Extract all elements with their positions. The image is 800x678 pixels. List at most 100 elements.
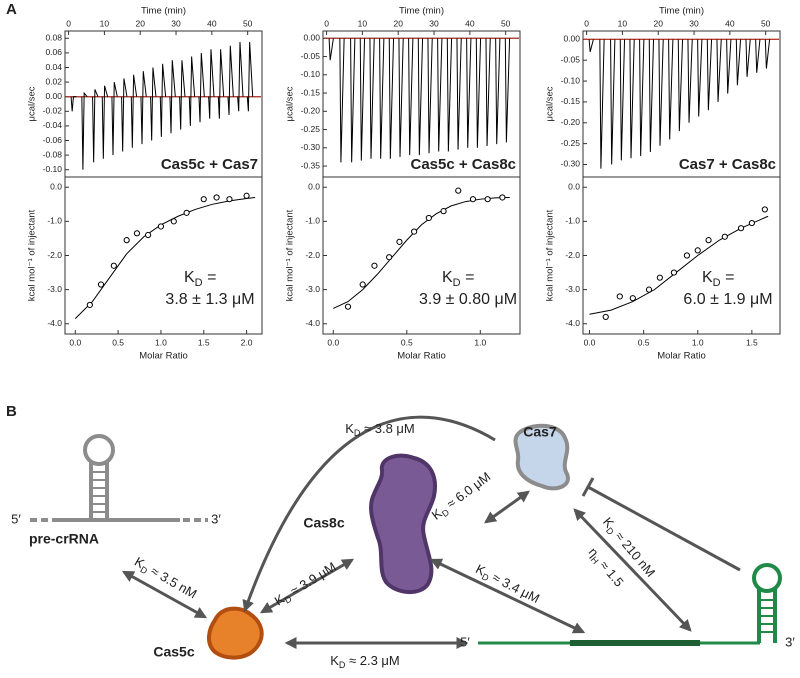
y-tick-label: -3.0	[565, 284, 580, 294]
y-tick-label: -0.05	[561, 54, 581, 64]
y-tick-label: -0.05	[301, 51, 321, 61]
injection-peak	[198, 52, 205, 123]
affinity-label: KD ≈ 2.3 μM	[330, 653, 400, 670]
y-tick-label: -0.15	[561, 96, 581, 106]
data-point	[133, 230, 141, 237]
y-tick-label: -0.15	[301, 87, 321, 97]
x-tick-label: 10	[100, 18, 110, 28]
data-point	[86, 301, 93, 309]
data-point	[144, 231, 152, 239]
data-point	[670, 269, 678, 276]
injection-peak	[697, 39, 703, 117]
x-axis-label: Molar Ratio	[139, 351, 188, 362]
affinity-symbol: K	[330, 653, 339, 668]
injection-peak	[726, 39, 732, 94]
y-tick-label: -0.20	[561, 117, 581, 127]
injection-peak	[629, 39, 635, 159]
data-point	[344, 303, 352, 310]
injection-peak	[379, 38, 385, 159]
injection-peak	[745, 39, 751, 77]
data-point	[411, 228, 418, 235]
panel-label: B	[6, 403, 17, 420]
x-tick-label: 0.0	[584, 337, 596, 347]
y-tick-label: -2.0	[305, 250, 320, 260]
y-tick-label: -2.0	[47, 250, 62, 260]
y-tick-label: -0.35	[301, 160, 321, 170]
kd-symbol: K	[442, 269, 453, 286]
pre-crrna-shape	[30, 434, 208, 522]
affinity-subscript: D	[283, 594, 294, 606]
data-point	[157, 223, 165, 230]
injection-peak	[648, 39, 655, 152]
injection-peak	[150, 67, 157, 141]
x-tick-label: 0.5	[112, 337, 124, 347]
injection-peak	[475, 38, 482, 148]
plot-frame	[322, 176, 521, 335]
y-tick-label: -0.06	[43, 135, 63, 145]
y-tick-label: -0.04	[43, 120, 63, 130]
injection-peak	[466, 38, 472, 148]
affinity-subscript: D	[604, 526, 616, 538]
x-tick-label: 50	[243, 18, 253, 28]
injection-peak	[764, 39, 771, 69]
injection-peak	[735, 39, 742, 86]
x-axis-label: Molar Ratio	[397, 351, 446, 362]
y-tick-label: 0.08	[45, 33, 62, 43]
x-tick-label: 20	[135, 18, 145, 28]
rna-end-label: 3′	[211, 511, 221, 526]
y-tick-label: -1.0	[305, 216, 320, 226]
x-tick-label: 40	[725, 18, 735, 28]
injection-peak	[417, 38, 424, 156]
injection-peak	[398, 38, 404, 157]
injection-peak	[92, 89, 99, 163]
y-tick-label: 0.00	[45, 91, 62, 101]
x-tick-label: 0.5	[401, 337, 413, 347]
y-axis-label: kcal mol⁻¹ of injectant	[545, 209, 556, 301]
injection-peak	[599, 39, 605, 169]
kd-annotation: KD =	[442, 269, 474, 289]
injection-peak	[755, 39, 761, 73]
affinity-value: ≈ 2.3 μM	[345, 653, 399, 668]
y-tick-label: -0.10	[301, 69, 321, 79]
data-point	[97, 281, 105, 288]
y-axis-label: μcal/sec	[545, 86, 556, 121]
x-tick-label: 0	[66, 18, 71, 28]
y-tick-label: -0.10	[561, 75, 581, 85]
y-tick-label: -1.0	[565, 216, 580, 226]
y-tick-label: -3.0	[305, 284, 320, 294]
y-tick-label: -0.25	[561, 138, 581, 148]
protein-label: Cas5c	[153, 644, 194, 660]
data-point	[469, 196, 477, 203]
y-axis-label: μcal/sec	[285, 86, 296, 121]
data-point	[616, 293, 623, 300]
affinity-value: ≈ 6.0 μM	[441, 469, 493, 514]
injection-peak	[81, 91, 88, 170]
x-axis-label: Molar Ratio	[657, 351, 706, 362]
injection-peak	[495, 38, 501, 145]
cas8c-shape	[369, 453, 437, 594]
affinity-subscript: D	[440, 507, 452, 519]
x-tick-label: 10	[358, 18, 368, 28]
injection-peak	[121, 78, 128, 152]
x-tick-label: 30	[171, 18, 181, 28]
y-tick-label: -4.0	[47, 318, 62, 328]
x-tick-label: 0.5	[638, 337, 650, 347]
data-point	[371, 262, 378, 269]
protein-label: Cas7	[523, 424, 557, 440]
kd-symbol: K	[184, 269, 195, 286]
injection-peak	[388, 38, 395, 159]
x-tick-label: 40	[207, 18, 217, 28]
x-axis-label: Time (min)	[659, 6, 704, 17]
injection-peak	[639, 39, 645, 157]
injection-peak	[140, 71, 147, 145]
data-point	[656, 274, 663, 281]
injection-peak	[446, 38, 453, 152]
kd-symbol: K	[702, 269, 713, 286]
injection-peak	[427, 38, 433, 154]
injection-peak	[339, 38, 345, 163]
x-tick-label: 1.5	[746, 337, 758, 347]
affinity-label: KD ≈ 3.8 μM	[345, 421, 415, 438]
x-tick-label: 0.0	[69, 337, 81, 347]
injection-peak	[227, 45, 234, 115]
y-tick-label: -0.30	[561, 159, 581, 169]
